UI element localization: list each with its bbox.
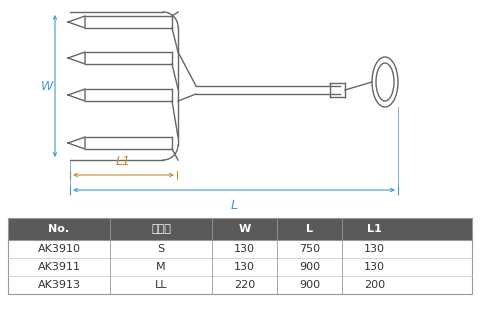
Text: L: L [306, 224, 313, 234]
Bar [8, 258, 472, 276]
Text: LL: LL [155, 280, 168, 290]
Text: W: W [41, 80, 53, 93]
Text: S: S [157, 244, 165, 254]
Bar [8, 218, 472, 240]
Text: 200: 200 [364, 280, 385, 290]
Text: 750: 750 [299, 244, 320, 254]
Text: 130: 130 [364, 244, 385, 254]
Text: M: M [156, 262, 166, 272]
Text: W: W [239, 224, 251, 234]
Text: L1: L1 [116, 155, 131, 168]
Bar [8, 218, 472, 294]
Text: AK3910: AK3910 [37, 244, 81, 254]
Text: 900: 900 [299, 280, 320, 290]
Text: L: L [230, 199, 238, 212]
Text: AK3911: AK3911 [37, 262, 81, 272]
Text: 130: 130 [234, 262, 255, 272]
Bar [8, 276, 472, 294]
Text: サイズ: サイズ [151, 224, 171, 234]
Text: AK3913: AK3913 [37, 280, 81, 290]
Bar [8, 240, 472, 258]
Text: 130: 130 [234, 244, 255, 254]
Text: L1: L1 [367, 224, 382, 234]
Text: 900: 900 [299, 262, 320, 272]
Text: 220: 220 [234, 280, 255, 290]
Text: 130: 130 [364, 262, 385, 272]
Text: No.: No. [48, 224, 70, 234]
